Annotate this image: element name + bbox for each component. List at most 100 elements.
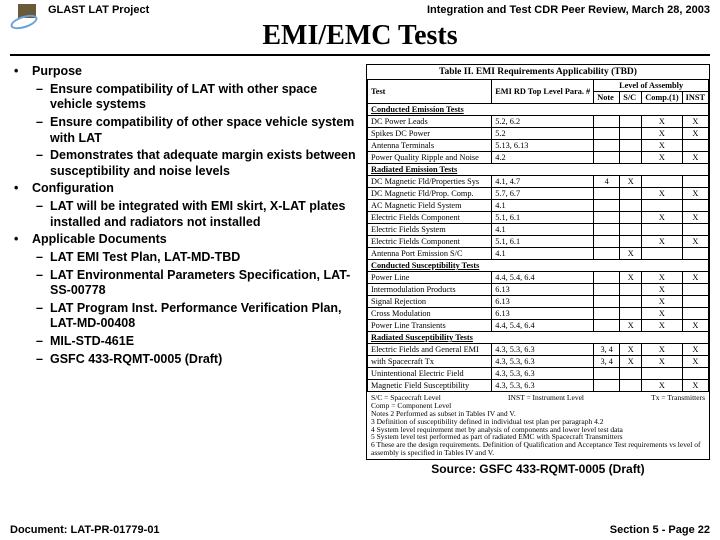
table-cell [642,176,682,188]
table-cell: X [620,248,642,260]
table-row: Electric Fields Component5.1, 6.1XX [368,212,709,224]
table-cell [682,248,708,260]
table-cell: Signal Rejection [368,296,492,308]
bullet-item: ConfigurationLAT will be integrated with… [10,181,360,230]
table-row: Power Line4.4, 5.4, 6.4XXX [368,272,709,284]
table-cell [682,296,708,308]
table-row: Antenna Port Emission S/C4.1X [368,248,709,260]
table-cell: Antenna Port Emission S/C [368,248,492,260]
mission-logo [10,4,42,28]
table-cell: Electric Fields Component [368,212,492,224]
table-cell: 5.2 [492,128,594,140]
table-cell: with Spacecraft Tx [368,356,492,368]
sub-bullet-item: Ensure compatibility of other space vehi… [32,115,360,146]
table-cell: 4.3, 5.3, 6.3 [492,380,594,392]
table-cell: 4.3, 5.3, 6.3 [492,356,594,368]
table-row: with Spacecraft Tx4.3, 5.3, 6.33, 4XXX [368,356,709,368]
bullet-item: PurposeEnsure compatibility of LAT with … [10,64,360,179]
table-row: Signal Rejection6.13X [368,296,709,308]
table-cell [620,212,642,224]
table-legend-notes: S/C = Spacecraft Level INST = Instrument… [367,392,709,459]
table-cell: DC Magnetic Fld/Prop. Comp. [368,188,492,200]
table-cell: 5.1, 6.1 [492,236,594,248]
table-cell: X [642,356,682,368]
table-cell [620,296,642,308]
table-cell [620,380,642,392]
col-comp: Comp.(1) [642,92,682,104]
table-cell: Electric Fields Component [368,236,492,248]
table-cell: X [642,344,682,356]
table-section-header: Radiated Emission Tests [368,164,709,176]
col-note: Note [594,92,620,104]
table-row: Unintentional Electric Field4.3, 5.3, 6.… [368,368,709,380]
sub-bullet-item: MIL-STD-461E [32,334,360,350]
table-cell: X [642,296,682,308]
col-test: Test [368,80,492,104]
requirements-table: Test EMI RD Top Level Para. # Level of A… [367,79,709,392]
table-cell: 6.13 [492,308,594,320]
table-cell: 4.1, 4.7 [492,176,594,188]
table-cell: X [642,152,682,164]
legend-tx: Tx = Transmitters [651,394,705,402]
page-number: Section 5 - Page 22 [610,524,710,536]
col-rd: EMI RD Top Level Para. # [492,80,594,104]
table-section-header: Conducted Susceptibility Tests [368,260,709,272]
page-title: EMI/EMC Tests [0,22,720,50]
table-cell: DC Magnetic Fld/Properties Sys [368,176,492,188]
document-id: Document: LAT-PR-01779-01 [10,524,160,536]
table-cell: 3, 4 [594,356,620,368]
table-row: Antenna Terminals5.13, 6.13X [368,140,709,152]
requirements-table-wrap: Table II. EMI Requirements Applicability… [366,64,710,460]
table-row: DC Power Leads5.2, 6.2XX [368,116,709,128]
table-cell [594,236,620,248]
table-cell: X [682,116,708,128]
table-cell: X [620,272,642,284]
table-cell [594,128,620,140]
table-cell [594,212,620,224]
table-cell [682,140,708,152]
table-cell [594,320,620,332]
table-cell [620,140,642,152]
col-loa: Level of Assembly [594,80,709,92]
table-cell: X [642,272,682,284]
table-cell [594,152,620,164]
table-cell [620,236,642,248]
table-cell [620,152,642,164]
table-cell [682,176,708,188]
bullet-item: Applicable DocumentsLAT EMI Test Plan, L… [10,232,360,367]
table-cell: Electric Fields and General EMI [368,344,492,356]
title-underline [10,54,710,56]
table-cell: X [620,320,642,332]
table-cell: X [682,272,708,284]
table-cell: X [642,212,682,224]
table-cell: X [682,212,708,224]
table-row: AC Magnetic Field System4.1 [368,200,709,212]
table-cell: 5.7, 6.7 [492,188,594,200]
col-sc: S/C [620,92,642,104]
source-label: Source: GSFC 433-RQMT-0005 (Draft) [366,462,710,476]
table-cell: X [682,152,708,164]
table-cell: X [682,188,708,200]
table-cell [594,284,620,296]
table-column: Table II. EMI Requirements Applicability… [360,64,710,476]
table-cell: 5.13, 6.13 [492,140,594,152]
table-section-header: Radiated Susceptibility Tests [368,332,709,344]
table-cell [620,308,642,320]
table-row: Spikes DC Power5.2XX [368,128,709,140]
table-cell: Spikes DC Power [368,128,492,140]
table-cell [594,272,620,284]
table-cell: 5.2, 6.2 [492,116,594,128]
table-cell: Power Line [368,272,492,284]
table-cell: 4 [594,176,620,188]
table-cell: 4.1 [492,224,594,236]
table-row: Power Quality Ripple and Noise4.2XX [368,152,709,164]
table-cell [642,224,682,236]
table-cell [594,380,620,392]
table-cell: 6.13 [492,284,594,296]
sub-bullet-item: LAT EMI Test Plan, LAT-MD-TBD [32,250,360,266]
table-cell [594,368,620,380]
content-area: PurposeEnsure compatibility of LAT with … [10,64,710,476]
table-cell: X [682,344,708,356]
table-cell [594,224,620,236]
table-cell [642,248,682,260]
